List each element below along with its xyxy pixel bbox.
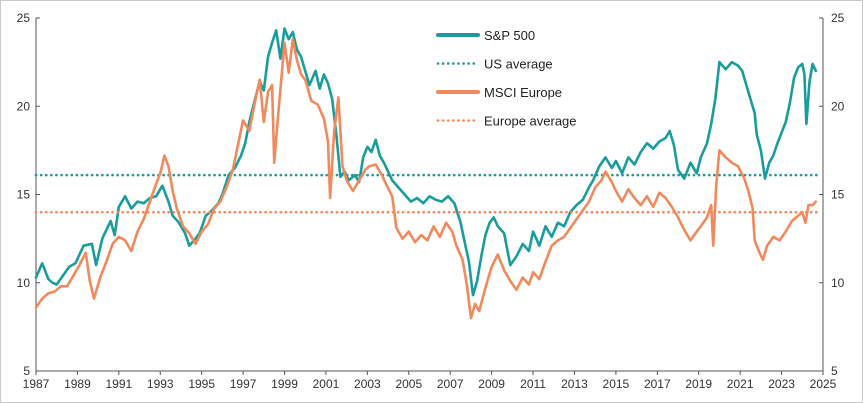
x-tick-label: 2017	[644, 377, 671, 391]
y-tick-label-right: 5	[831, 364, 838, 378]
series-line-s-p-500	[34, 27, 818, 297]
y-tick-label-right: 20	[831, 99, 845, 113]
y-tick-label-left: 20	[17, 99, 31, 113]
series-group	[34, 27, 819, 320]
legend-label-europe-average: Europe average	[484, 114, 577, 129]
y-tick-label-left: 25	[17, 11, 31, 25]
x-tick-label: 1991	[105, 377, 132, 391]
x-tick-label: 2019	[685, 377, 712, 391]
y-tick-label-right: 15	[831, 188, 845, 202]
x-tick-label: 2001	[313, 377, 340, 391]
x-tick-label: 2015	[603, 377, 630, 391]
y-tick-label-right: 25	[831, 11, 845, 25]
y-tick-label-left: 10	[17, 276, 31, 290]
x-tick-label: 2003	[354, 377, 381, 391]
x-tick-label: 1995	[188, 377, 215, 391]
x-tick-label: 2023	[768, 377, 795, 391]
x-tick-label: 1999	[271, 377, 298, 391]
x-tick-label: 1989	[64, 377, 91, 391]
series-line-msci-europe	[34, 37, 818, 320]
x-tick-label: 2009	[478, 377, 505, 391]
y-tick-label-left: 15	[17, 188, 31, 202]
x-tick-label: 2013	[561, 377, 588, 391]
x-tick-label: 2011	[520, 377, 546, 391]
x-tick-label: 2007	[437, 377, 464, 391]
legend: S&P 500 US average MSCI Europe Europe avera…	[436, 28, 577, 129]
x-tick-label: 1987	[23, 377, 50, 391]
x-tick-label: 1997	[230, 377, 257, 391]
x-tick-label: 2025	[810, 377, 837, 391]
y-tick-label-left: 5	[23, 364, 30, 378]
x-tick-label: 2021	[727, 377, 754, 391]
legend-label-s-p-500: S&P 500	[484, 28, 535, 43]
x-tick-label: 2005	[395, 377, 422, 391]
legend-label-us-average: US average	[484, 57, 553, 72]
x-tick-label: 1993	[147, 377, 174, 391]
legend-label-msci-europe: MSCI Europe	[484, 85, 562, 100]
y-tick-label-right: 10	[831, 276, 845, 290]
